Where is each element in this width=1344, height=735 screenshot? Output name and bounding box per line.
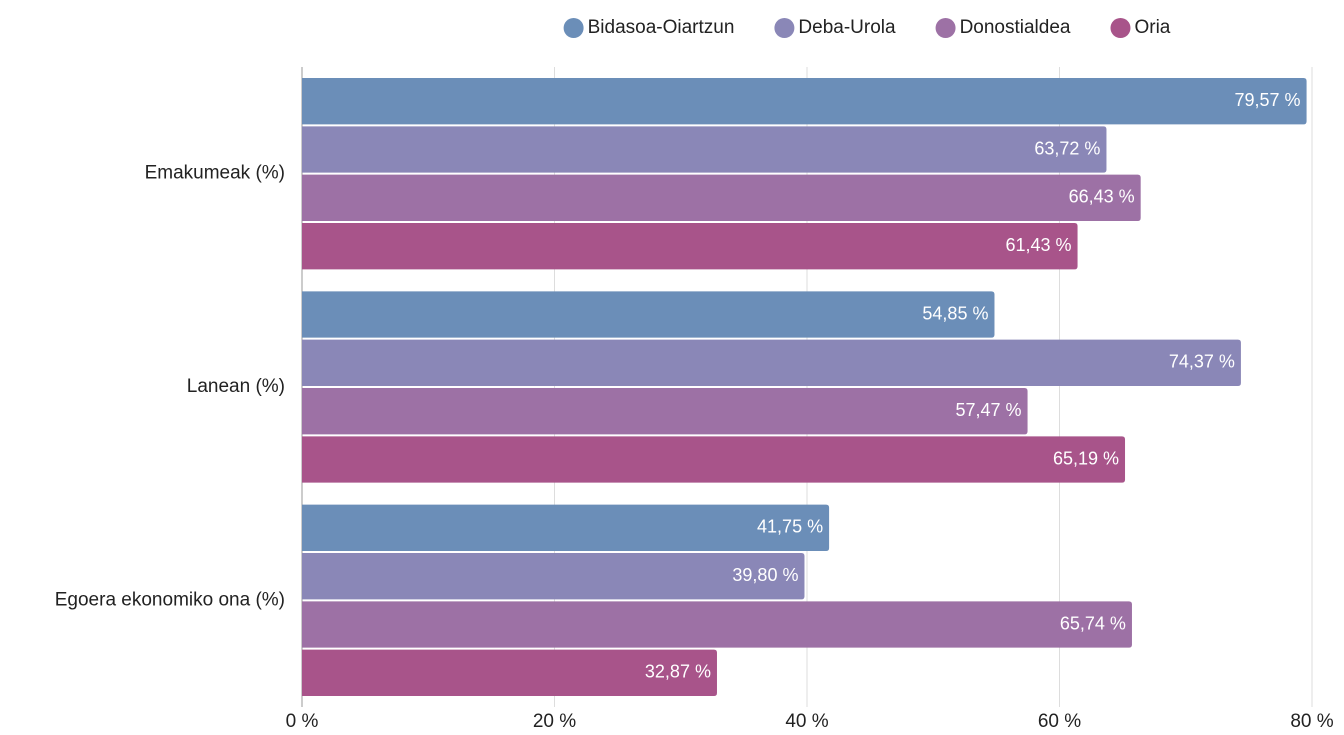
y-tick-label: Lanean (%) bbox=[187, 376, 285, 397]
data-label: 39,80 % bbox=[732, 565, 798, 585]
legend-label: Oria bbox=[1134, 17, 1170, 38]
bar bbox=[302, 126, 1107, 173]
x-tick-label: 0 % bbox=[286, 711, 319, 732]
legend-marker bbox=[563, 18, 584, 38]
data-label: 41,75 % bbox=[757, 517, 823, 537]
bar bbox=[302, 436, 1126, 483]
data-label: 61,43 % bbox=[1005, 235, 1071, 255]
legend-marker bbox=[935, 18, 956, 38]
bar bbox=[302, 388, 1028, 435]
bar bbox=[302, 174, 1141, 221]
y-tick-label: Emakumeak (%) bbox=[145, 163, 285, 184]
legend-marker bbox=[1110, 18, 1131, 38]
x-tick-label: 60 % bbox=[1038, 711, 1081, 732]
legend-label: Donostialdea bbox=[960, 17, 1071, 38]
data-label: 65,74 % bbox=[1060, 613, 1126, 633]
bar bbox=[302, 504, 830, 551]
data-label: 63,72 % bbox=[1034, 138, 1100, 158]
data-label: 65,19 % bbox=[1053, 448, 1119, 468]
data-label: 66,43 % bbox=[1069, 187, 1135, 207]
bar bbox=[302, 223, 1078, 270]
bar bbox=[302, 553, 805, 600]
data-label: 57,47 % bbox=[955, 400, 1021, 420]
bar bbox=[302, 339, 1241, 386]
x-tick-label: 20 % bbox=[533, 711, 576, 732]
bar bbox=[302, 78, 1307, 125]
x-tick-label: 40 % bbox=[785, 711, 828, 732]
legend-label: Bidasoa-Oiartzun bbox=[588, 17, 735, 38]
bar bbox=[302, 291, 995, 338]
legend-marker bbox=[774, 18, 795, 38]
legend-label: Deba-Urola bbox=[798, 17, 896, 38]
data-label: 32,87 % bbox=[645, 662, 711, 682]
data-label: 79,57 % bbox=[1235, 90, 1301, 110]
data-label: 74,37 % bbox=[1169, 352, 1235, 372]
y-tick-label: Egoera ekonomiko ona (%) bbox=[55, 589, 285, 610]
data-label: 54,85 % bbox=[922, 303, 988, 323]
x-tick-label: 80 % bbox=[1290, 711, 1333, 732]
bar bbox=[302, 601, 1132, 648]
bar bbox=[302, 649, 717, 696]
